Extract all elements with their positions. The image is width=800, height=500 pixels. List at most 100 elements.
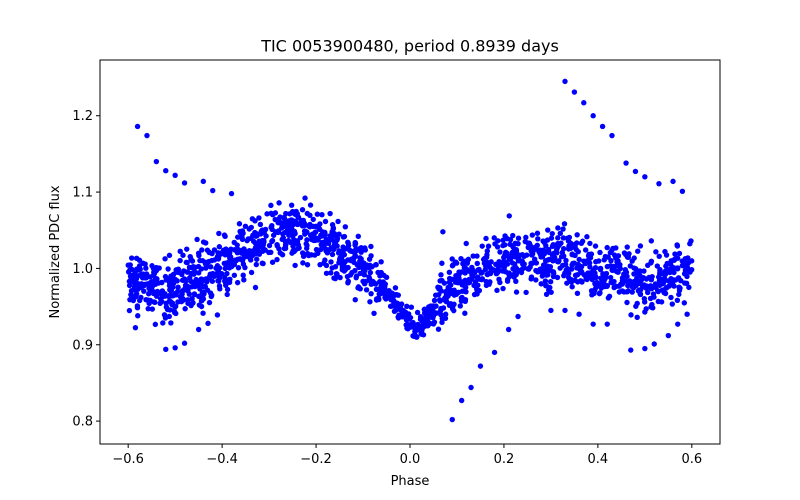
data-point	[163, 346, 169, 353]
data-point	[569, 284, 575, 290]
data-point	[684, 311, 690, 317]
data-point	[670, 257, 677, 263]
data-point	[316, 225, 322, 232]
data-point	[649, 273, 655, 280]
data-point	[450, 303, 456, 310]
data-point	[495, 238, 501, 244]
data-point	[195, 326, 202, 333]
data-point	[431, 319, 438, 325]
data-point	[654, 263, 661, 269]
data-point	[184, 246, 190, 252]
data-point	[422, 323, 428, 329]
data-point	[170, 284, 176, 291]
data-point	[556, 258, 562, 264]
data-point	[545, 246, 552, 253]
data-point	[134, 303, 141, 309]
data-point	[534, 269, 541, 275]
data-point	[457, 303, 463, 309]
data-point	[135, 280, 141, 287]
data-point	[545, 265, 551, 272]
data-point	[575, 249, 581, 255]
data-point	[204, 259, 211, 266]
data-point	[510, 266, 516, 272]
data-point	[643, 285, 650, 292]
data-point	[319, 212, 325, 218]
data-point	[233, 258, 239, 264]
data-point	[404, 316, 411, 322]
data-point	[481, 260, 488, 266]
data-point	[540, 272, 546, 278]
data-point	[545, 227, 551, 233]
data-point	[494, 287, 500, 294]
data-point	[361, 272, 368, 278]
data-point	[399, 314, 406, 320]
data-point	[329, 229, 335, 235]
data-point	[576, 311, 582, 317]
data-point	[395, 292, 402, 298]
data-point	[439, 315, 445, 322]
data-point	[668, 261, 674, 268]
data-point	[560, 253, 567, 259]
data-point	[529, 260, 535, 267]
data-point	[660, 280, 666, 287]
data-point	[474, 253, 480, 259]
data-points	[125, 78, 695, 423]
data-point	[351, 254, 357, 261]
data-point	[367, 299, 373, 305]
data-point	[571, 89, 578, 95]
data-point	[173, 303, 179, 309]
data-point	[314, 211, 321, 217]
y-tick-label: 0.9	[72, 338, 93, 353]
data-point	[152, 299, 158, 305]
data-point	[188, 270, 194, 277]
data-point	[189, 296, 195, 302]
data-point	[533, 260, 540, 266]
data-point	[281, 214, 287, 221]
data-point	[645, 262, 651, 269]
data-point	[562, 78, 568, 85]
data-point	[439, 260, 445, 266]
data-point	[375, 269, 381, 276]
data-point	[562, 261, 569, 268]
data-point	[391, 308, 398, 314]
data-point	[275, 228, 282, 234]
data-point	[581, 258, 587, 264]
data-point	[194, 236, 200, 243]
data-point	[127, 273, 134, 279]
data-point	[268, 202, 274, 209]
data-point	[604, 282, 611, 289]
data-point	[200, 239, 207, 245]
data-point	[168, 320, 174, 326]
data-point	[308, 252, 315, 258]
y-tick-label: 1.0	[72, 262, 93, 277]
data-point	[662, 290, 669, 297]
data-point	[458, 397, 465, 404]
data-point	[237, 256, 243, 262]
data-point	[344, 273, 351, 280]
data-point	[412, 329, 418, 335]
data-point	[253, 261, 260, 268]
data-point	[542, 238, 548, 245]
data-point	[686, 284, 692, 291]
data-point	[196, 293, 202, 300]
data-point	[504, 236, 510, 242]
data-point	[360, 262, 366, 268]
data-point	[633, 303, 639, 309]
data-point	[262, 247, 268, 253]
data-point	[262, 226, 269, 233]
data-point	[254, 256, 260, 262]
data-point	[187, 253, 193, 260]
data-point	[488, 259, 494, 265]
data-point	[474, 260, 480, 267]
data-point	[561, 221, 568, 227]
data-point	[317, 221, 323, 227]
data-point	[674, 242, 680, 248]
data-point	[471, 291, 478, 298]
data-point	[292, 211, 298, 217]
data-point	[560, 226, 566, 232]
data-point	[383, 274, 390, 281]
data-point	[622, 251, 629, 258]
data-point	[381, 290, 388, 297]
data-point	[417, 314, 424, 320]
